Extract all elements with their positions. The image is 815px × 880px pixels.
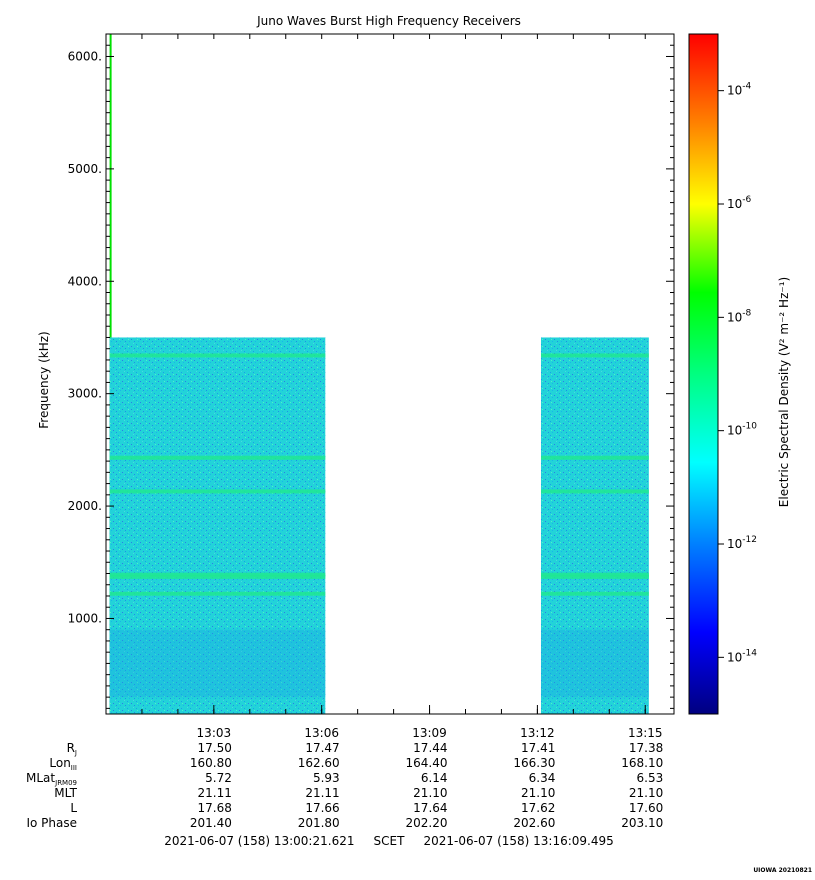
ephemeris-value: 164.40 bbox=[406, 756, 448, 770]
ephemeris-value: 17.41 bbox=[521, 741, 555, 755]
ephemeris-row-label: MLT bbox=[54, 786, 77, 800]
ephemeris-row-label: MLatJRM09 bbox=[26, 771, 77, 787]
ephemeris-row-label: LonIII bbox=[49, 756, 77, 772]
ephemeris-value: 17.66 bbox=[305, 801, 339, 815]
ephemeris-value: 162.60 bbox=[298, 756, 340, 770]
ephemeris-row-label: L bbox=[70, 801, 77, 815]
ephemeris-value: 202.20 bbox=[406, 816, 448, 830]
y-tick-label: 6000. bbox=[68, 49, 102, 63]
x-tick-label: 13:06 bbox=[304, 726, 339, 740]
ephemeris-value: 6.34 bbox=[529, 771, 556, 785]
ephemeris-row-label: RJ bbox=[67, 741, 77, 757]
y-axis: 1000. 2000. 3000. 4000. 5000. 6000. bbox=[68, 33, 674, 709]
ephemeris-value: 17.62 bbox=[521, 801, 555, 815]
ephemeris-value: 21.10 bbox=[629, 786, 663, 800]
ephemeris-value: 17.64 bbox=[413, 801, 447, 815]
emission-line bbox=[109, 574, 326, 579]
colorbar-tick-label: 10-10 bbox=[727, 422, 757, 438]
chart-title: Juno Waves Burst High Frequency Receiver… bbox=[256, 14, 521, 28]
ephemeris-value: 5.93 bbox=[313, 771, 340, 785]
ephemeris-value: 203.10 bbox=[621, 816, 663, 830]
ephemeris-value: 201.80 bbox=[298, 816, 340, 830]
ephemeris-value: 6.14 bbox=[421, 771, 448, 785]
ephemeris-value: 160.80 bbox=[190, 756, 232, 770]
y-axis-label: Frequency (kHz) bbox=[37, 331, 51, 428]
emission-line bbox=[540, 574, 649, 579]
ephemeris-value: 6.53 bbox=[637, 771, 664, 785]
ephemeris-value: 17.50 bbox=[197, 741, 231, 755]
plot-border bbox=[105, 33, 675, 715]
emission-line bbox=[109, 591, 326, 596]
ephemeris-row-label: Io Phase bbox=[26, 816, 77, 830]
emission-line bbox=[540, 489, 649, 494]
ephemeris-value: 21.11 bbox=[305, 786, 339, 800]
ephemeris-value: 17.47 bbox=[305, 741, 339, 755]
ephemeris-value: 201.40 bbox=[190, 816, 232, 830]
ephemeris-value: 17.44 bbox=[413, 741, 447, 755]
ephemeris-value: 166.30 bbox=[513, 756, 555, 770]
colorbar-tick-label: 10-8 bbox=[727, 308, 752, 324]
y-tick-label: 3000. bbox=[68, 387, 102, 401]
x-tick-label: 13:15 bbox=[628, 726, 663, 740]
ephemeris-value: 168.10 bbox=[621, 756, 663, 770]
data-block-1 bbox=[109, 337, 326, 714]
ephemeris-value: 21.11 bbox=[197, 786, 231, 800]
x-axis: 13:03 13:06 13:09 13:12 13:15 bbox=[141, 34, 663, 740]
time-footer: 2021-06-07 (158) 13:00:21.621 SCET 2021-… bbox=[164, 834, 614, 848]
version-stamp: UIOWA 20210821 bbox=[753, 867, 812, 874]
colorbar-tick-label: 10-12 bbox=[727, 535, 757, 551]
ephemeris-value: 17.68 bbox=[197, 801, 231, 815]
ephemeris-value: 202.60 bbox=[513, 816, 555, 830]
colorbar-ticks: 10-4 10-6 10-8 10-10 10-12 10-14 bbox=[718, 82, 757, 664]
ephemeris-value: 17.60 bbox=[629, 801, 663, 815]
y-tick-label: 5000. bbox=[68, 162, 102, 176]
emission-line bbox=[109, 353, 326, 358]
x-tick-label: 13:12 bbox=[520, 726, 555, 740]
x-tick-label: 13:09 bbox=[412, 726, 447, 740]
emission-line bbox=[540, 455, 649, 460]
ephemeris-value: 17.38 bbox=[629, 741, 663, 755]
y-tick-label: 4000. bbox=[68, 274, 102, 288]
emission-line bbox=[109, 572, 326, 577]
data-block-2 bbox=[540, 337, 649, 714]
y-tick-label: 2000. bbox=[68, 499, 102, 513]
emission-line bbox=[540, 353, 649, 358]
ephemeris-value: 5.72 bbox=[205, 771, 232, 785]
colorbar-tick-label: 10-14 bbox=[727, 648, 757, 664]
data-block-low-band bbox=[540, 629, 649, 698]
y-tick-label: 1000. bbox=[68, 611, 102, 625]
ephemeris-value: 21.10 bbox=[521, 786, 555, 800]
colorbar-tick-label: 10-6 bbox=[727, 195, 752, 211]
colorbar-label: Electric Spectral Density (V² m⁻² Hz⁻¹) bbox=[777, 277, 791, 507]
data-block-noise bbox=[540, 337, 649, 714]
colorbar bbox=[688, 33, 719, 715]
emission-line bbox=[540, 591, 649, 596]
emission-line bbox=[109, 489, 326, 494]
emission-line bbox=[109, 455, 326, 460]
colorbar-tick-label: 10-4 bbox=[727, 82, 752, 98]
ephemeris-value: 21.10 bbox=[413, 786, 447, 800]
emission-line bbox=[540, 572, 649, 577]
data-block-low-band bbox=[109, 629, 326, 698]
data-block-noise bbox=[109, 337, 326, 714]
ephemeris-table: RJ 17.50 17.47 17.44 17.41 17.38 LonIII 160.80 1… bbox=[26, 741, 663, 830]
spectrogram-data bbox=[109, 34, 649, 714]
x-tick-label: 13:03 bbox=[197, 726, 232, 740]
